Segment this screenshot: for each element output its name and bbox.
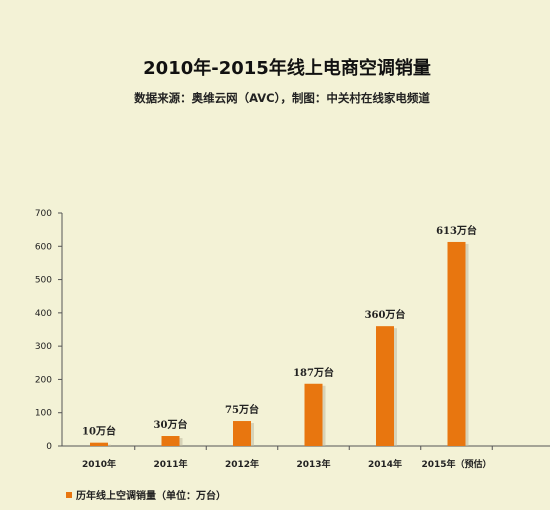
bar xyxy=(161,436,180,446)
legend-swatch xyxy=(66,491,72,498)
bar xyxy=(376,326,394,446)
bar xyxy=(233,421,251,446)
y-tick-label: 400 xyxy=(35,309,52,319)
chart-subtitle: 数据来源：奥维云网（AVC），制图：中关村在线家电频道 xyxy=(134,91,430,105)
data-label: 360万台 xyxy=(365,308,406,321)
y-tick-label: 600 xyxy=(35,242,52,252)
y-tick-label: 0 xyxy=(46,442,52,452)
y-tick-label: 300 xyxy=(35,342,52,352)
data-label: 30万台 xyxy=(154,418,188,431)
chart-title: 2010年-2015年线上电商空调销量 xyxy=(143,58,431,79)
x-tick-label: 2014年 xyxy=(368,458,402,470)
x-tick-label: 2013年 xyxy=(296,458,330,470)
x-tick-label: 2015年（预估） xyxy=(421,458,491,470)
y-tick-label: 700 xyxy=(35,209,52,219)
bar xyxy=(447,241,466,446)
bar xyxy=(304,383,323,446)
legend: 历年线上空调销量（单位：万台） xyxy=(66,487,226,502)
x-tick-label: 2010年 xyxy=(82,458,116,470)
data-label: 10万台 xyxy=(82,425,116,438)
bar xyxy=(90,442,108,446)
data-label: 613万台 xyxy=(436,224,477,237)
legend-label: 历年线上空调销量（单位：万台） xyxy=(76,491,226,502)
y-tick-label: 200 xyxy=(35,375,52,385)
data-label: 187万台 xyxy=(293,366,334,379)
data-label: 75万台 xyxy=(225,403,259,416)
x-tick-label: 2012年 xyxy=(225,458,259,470)
y-tick-label: 500 xyxy=(35,276,52,286)
x-tick-label: 2011年 xyxy=(153,458,187,470)
y-tick-label: 100 xyxy=(35,409,52,419)
